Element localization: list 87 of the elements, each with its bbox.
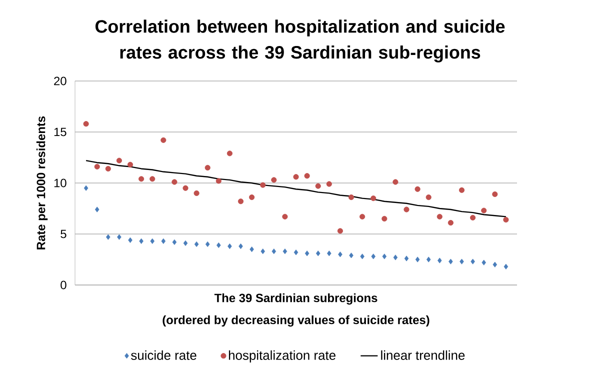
point — [84, 185, 88, 191]
point — [116, 158, 122, 164]
point — [382, 216, 388, 222]
y-tick-label: 10 — [54, 178, 66, 188]
legend-label: linear trendline — [381, 350, 465, 360]
point — [260, 248, 265, 254]
point — [249, 194, 255, 200]
point — [316, 250, 320, 256]
y-tick-label: 15 — [54, 128, 66, 136]
point — [349, 252, 354, 258]
point — [150, 238, 154, 244]
point — [138, 176, 144, 182]
point — [327, 250, 332, 256]
point — [415, 256, 420, 262]
point — [448, 220, 454, 226]
point — [94, 164, 100, 170]
point — [436, 214, 442, 220]
point — [392, 179, 398, 185]
point — [338, 252, 342, 258]
chart-title: Correlation between hospitalization and suicide rates across the 39 Sardinian sub-regions — [95, 20, 505, 62]
point — [426, 194, 432, 200]
point — [139, 238, 144, 244]
point — [117, 234, 122, 240]
point — [150, 176, 156, 182]
point — [94, 206, 100, 212]
point — [326, 181, 332, 187]
point — [204, 164, 210, 170]
point — [250, 246, 254, 252]
point — [161, 238, 166, 244]
point — [83, 121, 89, 127]
point — [294, 250, 298, 256]
point — [172, 239, 177, 245]
legend-label: hospitalization rate — [228, 350, 336, 362]
point — [360, 254, 364, 260]
point — [304, 250, 310, 256]
point — [360, 214, 366, 220]
point — [194, 241, 199, 247]
point — [470, 214, 476, 220]
point — [458, 187, 465, 193]
point — [371, 254, 376, 260]
point — [492, 262, 498, 268]
point — [172, 179, 178, 185]
point — [460, 258, 464, 264]
point — [183, 240, 188, 246]
point — [481, 208, 487, 214]
point — [348, 194, 354, 200]
point — [260, 182, 266, 188]
point — [194, 190, 200, 196]
point — [393, 254, 398, 260]
point — [271, 177, 277, 183]
point — [160, 137, 166, 143]
point — [382, 254, 387, 260]
point — [404, 206, 410, 212]
point — [238, 198, 244, 204]
point — [128, 237, 132, 243]
y-tick-label: 20 — [54, 76, 66, 86]
point — [370, 196, 376, 202]
point — [448, 258, 453, 264]
point — [282, 214, 288, 220]
y-tick-label: 0 — [60, 280, 66, 290]
point — [482, 260, 486, 266]
point — [282, 248, 288, 254]
point — [504, 264, 508, 270]
point — [438, 258, 442, 264]
point — [503, 216, 509, 223]
point — [404, 256, 409, 262]
point — [216, 178, 222, 184]
text: (ordered by decreasing values of suicide rates) — [162, 315, 430, 327]
point — [337, 228, 343, 234]
point — [470, 258, 475, 264]
point — [426, 256, 431, 262]
y-axis-title: Rate per 1000 residents — [36, 116, 48, 250]
point — [272, 248, 276, 254]
point — [492, 191, 498, 198]
x-axis-title: The 39 Sardinian subregions — [214, 293, 378, 305]
point — [315, 183, 321, 189]
legend-label: suicide rate — [131, 350, 196, 360]
point — [304, 173, 310, 179]
y-tick-label: 5 — [60, 230, 66, 238]
point — [127, 162, 134, 168]
point — [205, 241, 210, 247]
point — [414, 186, 420, 192]
point — [182, 185, 188, 191]
point — [226, 150, 232, 156]
point — [106, 234, 110, 240]
point — [293, 174, 299, 180]
point — [105, 166, 111, 172]
